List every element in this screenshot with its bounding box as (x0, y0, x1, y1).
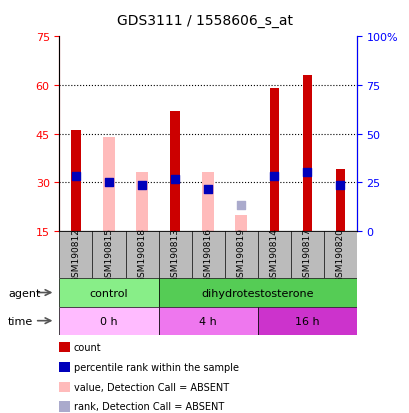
Text: GSM190814: GSM190814 (269, 228, 278, 282)
Point (270, 173, 277, 180)
Bar (158, 307, 257, 335)
Point (72, 173, 79, 180)
Bar (158, 279, 356, 307)
Text: GSM190817: GSM190817 (302, 228, 311, 282)
Bar (59, 279, 158, 307)
Text: rank, Detection Call = ABSENT: rank, Detection Call = ABSENT (74, 401, 223, 411)
Bar (135, 173, 148, 231)
Text: 16 h: 16 h (294, 316, 319, 326)
Point (204, 186, 211, 192)
Bar (59, 307, 158, 335)
Text: GSM190813: GSM190813 (170, 228, 179, 282)
Bar (269, 89, 278, 231)
Text: 0 h: 0 h (100, 316, 117, 326)
Bar (59, 401, 70, 412)
Point (171, 176, 178, 183)
Point (106, 179, 112, 186)
Text: control: control (90, 288, 128, 298)
Bar (170, 112, 179, 231)
Text: count: count (74, 342, 101, 352)
Bar (201, 173, 214, 231)
Bar (59, 342, 70, 352)
Bar (257, 307, 356, 335)
Text: 4 h: 4 h (199, 316, 216, 326)
Text: value, Detection Call = ABSENT: value, Detection Call = ABSENT (74, 382, 228, 392)
Text: percentile rank within the sample: percentile rank within the sample (74, 362, 238, 372)
Text: GSM190815: GSM190815 (104, 228, 113, 282)
Text: GDS3111 / 1558606_s_at: GDS3111 / 1558606_s_at (117, 14, 292, 28)
Bar (103, 138, 115, 231)
Point (303, 170, 310, 176)
Bar (302, 76, 311, 231)
Text: GSM190818: GSM190818 (137, 228, 146, 282)
Point (237, 202, 244, 209)
Text: time: time (8, 316, 34, 326)
Point (138, 183, 145, 189)
Text: GSM190820: GSM190820 (335, 228, 344, 282)
Bar (234, 215, 247, 231)
Point (336, 183, 343, 189)
Bar (59, 362, 70, 372)
Text: GSM190812: GSM190812 (71, 228, 80, 282)
Text: dihydrotestosterone: dihydrotestosterone (201, 288, 313, 298)
Bar (71, 131, 81, 231)
Text: agent: agent (8, 288, 40, 298)
Bar (335, 170, 344, 231)
Text: GSM190819: GSM190819 (236, 228, 245, 282)
Text: GSM190816: GSM190816 (203, 228, 212, 282)
Bar (59, 382, 70, 392)
